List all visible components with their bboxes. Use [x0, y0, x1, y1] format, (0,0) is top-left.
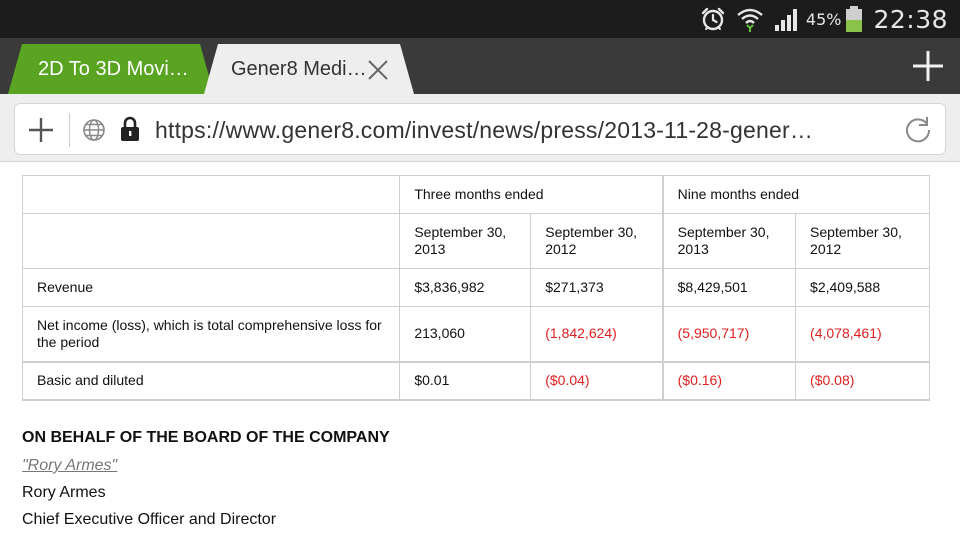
table-row: Three months ended Nine months ended — [21, 175, 930, 214]
row-label: Revenue — [21, 268, 401, 307]
row-label: Basic and diluted — [21, 361, 401, 401]
reload-icon[interactable] — [903, 115, 933, 145]
table-cell-negative: ($0.08) — [795, 361, 930, 401]
date-header: September 30, 2013 — [661, 213, 797, 269]
close-icon[interactable] — [366, 58, 390, 82]
table-cell: $0.01 — [399, 361, 532, 401]
tab-label: 2D To 3D Movi… — [38, 57, 189, 80]
alarm-clock-icon — [701, 7, 725, 31]
add-bookmark-button[interactable] — [27, 116, 55, 144]
tab-2d-to-3d[interactable]: 2D To 3D Movi… — [8, 44, 214, 94]
table-cell: $271,373 — [530, 268, 664, 307]
toolbar: https://www.gener8.com/invest/news/press… — [0, 94, 960, 162]
date-header: September 30, 2012 — [530, 213, 664, 269]
group-header-three-months: Three months ended — [399, 175, 664, 214]
table-cell: $2,409,588 — [795, 268, 930, 307]
row-label: Net income (loss), which is total compre… — [21, 306, 401, 363]
table-cell-negative: (4,078,461) — [795, 306, 930, 363]
url-text[interactable]: https://www.gener8.com/invest/news/press… — [155, 117, 814, 143]
battery-percent: 45% — [805, 9, 842, 29]
table-cell: $8,429,501 — [661, 268, 797, 307]
status-icons: 45% 22:38 — [690, 0, 948, 38]
financial-results-table: Three months ended Nine months ended Sep… — [21, 175, 930, 401]
page-content: Three months ended Nine months ended Sep… — [0, 163, 960, 540]
tab-strip: 2D To 3D Movi… Gener8 Medi… — [0, 38, 960, 94]
table-cell: 213,060 — [399, 306, 532, 363]
table-cell-negative: ($0.04) — [530, 361, 664, 401]
group-header-nine-months: Nine months ended — [661, 175, 930, 214]
table-cell-negative: (1,842,624) — [530, 306, 664, 363]
wifi-icon — [737, 8, 763, 32]
clock: 22:38 — [873, 4, 948, 34]
tab-label: Gener8 Medi… — [231, 57, 367, 80]
table-row: Revenue $3,836,982 $271,373 $8,429,501 $… — [21, 268, 930, 307]
globe-icon — [83, 119, 105, 141]
date-header: September 30, 2013 — [399, 213, 532, 269]
table-row: September 30, 2013 September 30, 2012 Se… — [21, 213, 930, 269]
board-heading: ON BEHALF OF THE BOARD OF THE COMPANY — [22, 429, 390, 446]
new-tab-button[interactable] — [910, 48, 946, 84]
table-cell-negative: (5,950,717) — [661, 306, 797, 363]
table-cell-negative: ($0.16) — [661, 361, 797, 401]
status-bar: 45% 22:38 — [0, 0, 960, 38]
address-bar[interactable]: https://www.gener8.com/invest/news/press… — [14, 103, 946, 155]
date-header: September 30, 2012 — [795, 213, 930, 269]
tab-gener8-active[interactable]: Gener8 Medi… — [204, 44, 414, 94]
table-row: Net income (loss), which is total compre… — [21, 306, 930, 363]
signatory-name: Rory Armes — [22, 484, 106, 501]
lock-icon — [121, 116, 139, 141]
signatory-title: Chief Executive Officer and Director — [22, 511, 277, 528]
battery-icon — [846, 6, 863, 32]
signature-line: "Rory Armes" — [22, 457, 118, 474]
table-row: Basic and diluted $0.01 ($0.04) ($0.16) … — [21, 361, 930, 401]
table-cell — [21, 213, 401, 269]
divider — [69, 113, 70, 147]
signal-icon — [774, 9, 797, 31]
table-cell — [21, 175, 401, 214]
table-cell: $3,836,982 — [399, 268, 532, 307]
